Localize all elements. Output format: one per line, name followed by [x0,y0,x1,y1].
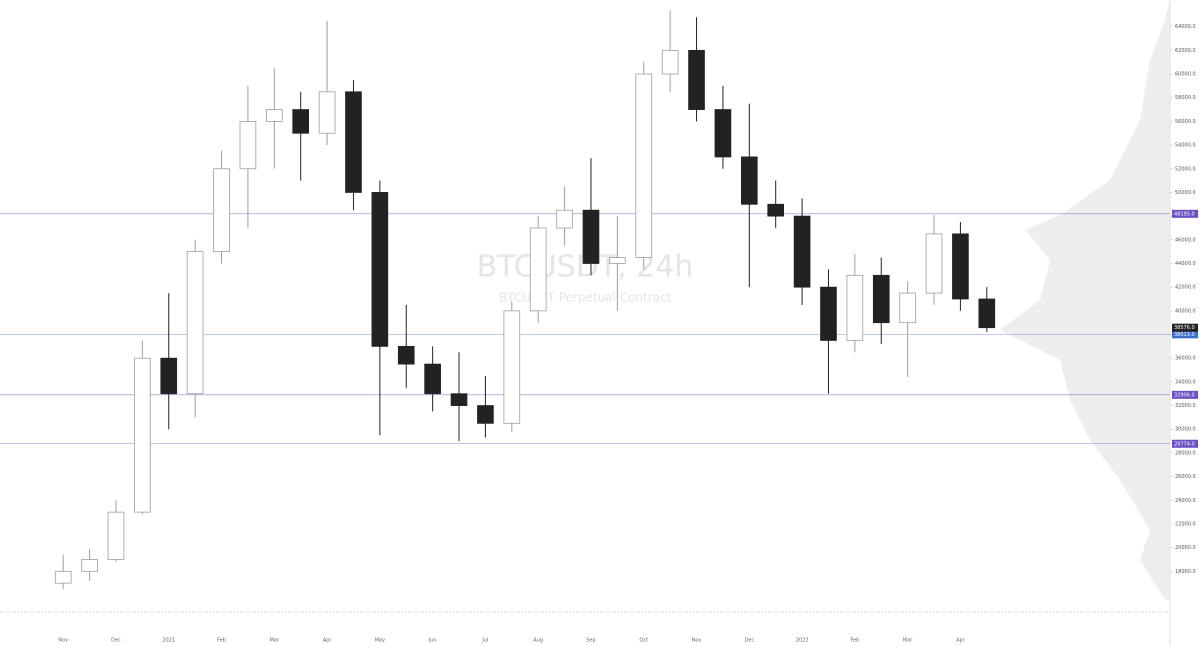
y-tick-label: 24000.0 [1175,498,1196,504]
y-tick-label: 40000.0 [1175,308,1196,314]
level-label: 32906.0 [1174,392,1195,398]
last-price-label: 38576.0 [1174,325,1195,331]
candle-body [529,227,547,312]
y-tick-label: 58000.0 [1175,95,1196,101]
x-tick-label: Apr [323,638,333,644]
candle-body [318,91,336,134]
x-tick-label: Feb [217,638,226,644]
x-tick-label: 2022 [796,638,809,644]
candle-body [925,233,943,294]
y-tick-label: 18000.0 [1175,569,1196,575]
x-tick-label: Jul [481,638,488,644]
candle-body [978,298,996,329]
y-tick-label: 22000.0 [1175,521,1196,527]
x-tick-label: Mar [903,638,913,644]
candle-body [952,233,969,300]
candle-body [107,511,125,560]
y-tick-label: 46000.0 [1175,237,1196,243]
last-price-badge [1172,323,1198,332]
y-tick-label: 60000.0 [1175,72,1196,78]
y-tick-label: 44000.0 [1175,261,1196,267]
y-tick-label: 34000.0 [1175,379,1196,385]
x-tick-label: May [375,638,385,644]
candle-body [688,49,705,110]
x-tick-label: Dec [744,638,754,644]
x-tick-label: Nov [692,638,702,644]
x-tick-label: Jun [428,638,437,644]
x-tick-label: Mar [270,638,280,644]
candle-body [186,251,204,395]
y-tick-label: 26000.0 [1175,474,1196,480]
x-tick-label: Nov [58,638,68,644]
candle-body [292,109,310,134]
candle-body [846,274,864,341]
x-tick-label: Aug [533,638,543,644]
x-tick-label: Feb [850,638,859,644]
x-tick-label: Dec [111,638,121,644]
candle-body [503,310,521,424]
y-tick-label: 56000.0 [1175,119,1196,125]
y-tick-label: 52000.0 [1175,166,1196,172]
level-badge [1172,439,1198,448]
candle-body [54,570,72,584]
watermark-sub: BTCUSDT Perpetual Contract [499,291,672,305]
level-badge [1172,330,1198,339]
y-tick-label: 54000.0 [1175,143,1196,149]
candle-body [740,156,758,205]
level-badge [1172,390,1198,399]
level-label: 28774.0 [1174,441,1195,447]
y-tick-label: 20000.0 [1175,545,1196,551]
candle-body [582,209,600,264]
candle-body [556,209,573,229]
candle-body [899,292,916,324]
candle-body [213,168,230,253]
candle-body [134,357,151,513]
y-tick-label: 36000.0 [1175,356,1196,362]
y-tick-label: 64000.0 [1175,24,1196,30]
level-label: 38013.0 [1174,332,1195,338]
volume-profile [1000,0,1170,600]
candle-body [714,109,732,158]
x-tick-label: Oct [639,638,648,644]
candle-body [820,286,837,341]
candle-body [424,363,441,395]
candle-body [872,274,890,324]
x-tick-label: Sep [586,638,595,644]
candle-body [397,345,415,365]
candle-body [371,192,389,347]
x-tick-label: Apr [956,638,966,644]
candle-body [661,49,679,75]
candle-body [239,121,257,170]
level-badge [1172,209,1198,218]
candle-body [81,559,98,572]
x-tick-label: 2021 [162,638,175,644]
candle-body [345,91,362,193]
candle-body [793,215,811,288]
candle-body [767,203,785,217]
y-tick-label: 32000.0 [1175,403,1196,409]
candle-body [477,405,494,424]
level-label: 48195.0 [1174,211,1195,217]
candle-body [609,257,626,264]
y-tick-label: 50000.0 [1175,190,1196,196]
candle-body [635,73,653,258]
y-tick-label: 42000.0 [1175,285,1196,291]
candle-body [160,357,178,395]
candle-body [450,393,468,406]
y-tick-label: 30000.0 [1175,427,1196,433]
candle-body [265,109,283,122]
y-tick-label: 28000.0 [1175,450,1196,456]
y-tick-label: 62000.0 [1175,48,1196,54]
